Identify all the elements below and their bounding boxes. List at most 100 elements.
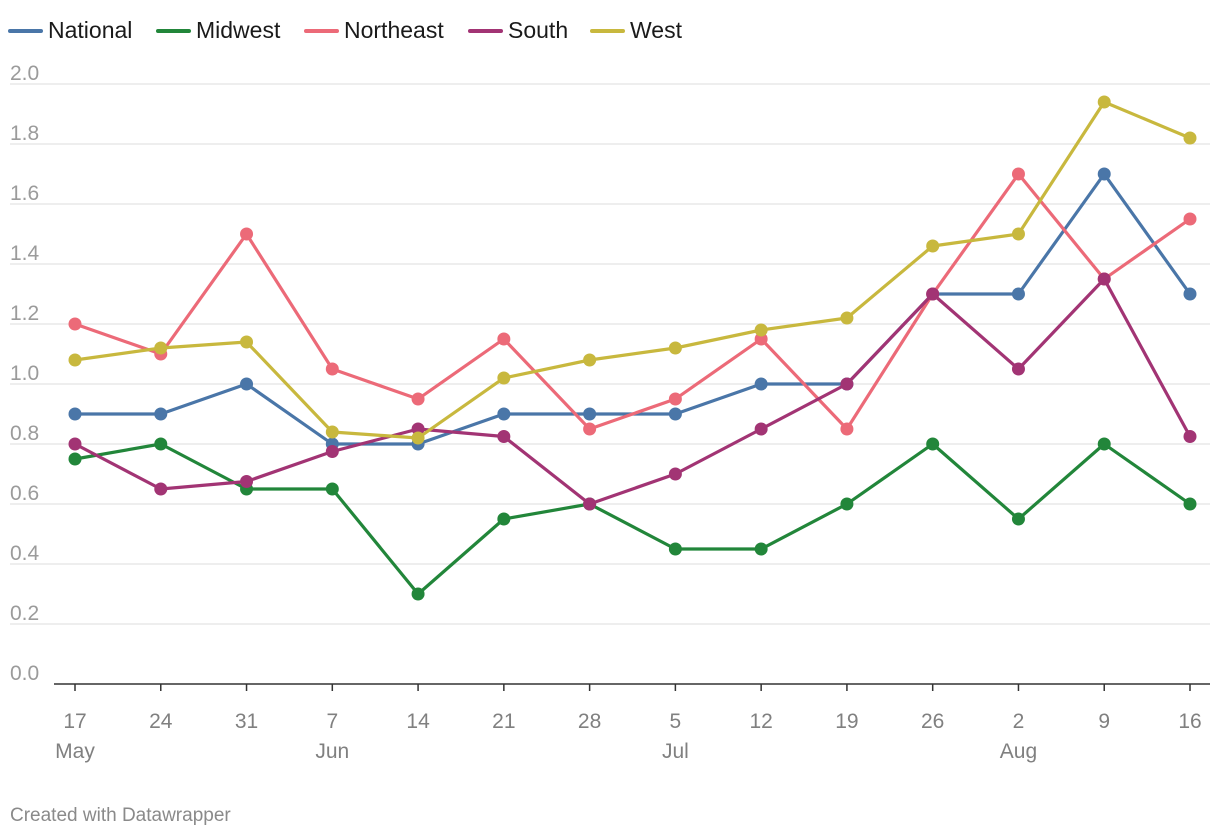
data-point-national	[1097, 167, 1111, 181]
data-point-national	[754, 377, 768, 391]
data-point-national	[1011, 287, 1025, 301]
x-tick-label: 2	[1013, 710, 1025, 733]
data-point-national	[68, 407, 82, 421]
data-point-midwest	[68, 452, 82, 466]
data-point-northeast	[840, 422, 854, 436]
y-tick-label: 0.4	[10, 542, 40, 565]
x-tick-label: 21	[492, 710, 515, 733]
series-line-national	[73, 172, 1192, 446]
y-tick-label: 0.8	[10, 422, 39, 445]
y-tick-label: 2.0	[10, 62, 39, 85]
legend-item-northeast: Northeast	[304, 17, 444, 43]
legend-item-south: South	[468, 17, 568, 43]
data-point-west	[1097, 95, 1111, 109]
legend: National Midwest Northeast South West	[8, 17, 683, 43]
data-point-national	[583, 407, 597, 421]
x-month-label: May	[55, 740, 95, 763]
legend-label-northeast: Northeast	[344, 17, 444, 43]
data-point-west	[240, 335, 254, 349]
legend-item-west: West	[590, 17, 683, 43]
legend-item-national: National	[8, 17, 132, 43]
data-point-midwest	[926, 437, 940, 451]
data-point-midwest	[1183, 497, 1197, 511]
data-point-national	[497, 407, 511, 421]
data-point-midwest	[497, 512, 511, 526]
data-point-south	[154, 482, 168, 496]
legend-label-national: National	[48, 17, 132, 43]
data-point-northeast	[497, 332, 511, 346]
credit-text: Created with Datawrapper	[10, 805, 231, 826]
series-lines	[68, 95, 1197, 601]
y-tick-label: 1.8	[10, 122, 39, 145]
series-northeast	[68, 167, 1197, 436]
data-point-northeast	[411, 392, 425, 406]
data-point-northeast	[668, 392, 682, 406]
x-month-label: Jun	[315, 740, 349, 763]
data-point-south	[1097, 272, 1111, 286]
data-point-south	[497, 430, 511, 443]
data-point-south	[840, 377, 854, 391]
data-point-south	[1183, 430, 1197, 443]
series-west	[68, 95, 1197, 445]
data-point-national	[240, 377, 254, 391]
series-line-midwest	[73, 442, 1192, 596]
y-tick-label: 0.0	[10, 662, 39, 685]
data-point-west	[1183, 131, 1197, 145]
series-midwest	[68, 437, 1197, 601]
gridlines	[10, 83, 1210, 625]
series-south	[68, 272, 1197, 511]
x-tick-label: 14	[406, 710, 430, 733]
x-month-label: Jul	[662, 740, 689, 763]
x-tick-label: 24	[149, 710, 173, 733]
data-point-midwest	[840, 497, 854, 511]
data-point-west	[926, 239, 940, 253]
y-axis: 0.0 0.2 0.4 0.6 0.8 1.0 1.2 1.4 1.6 1.8 2.0	[10, 62, 40, 685]
data-point-midwest	[325, 482, 339, 496]
y-tick-label: 1.6	[10, 182, 39, 205]
data-point-west	[68, 353, 82, 367]
data-point-west	[668, 341, 682, 355]
legend-label-south: South	[508, 17, 568, 43]
x-tick-label: 16	[1178, 710, 1201, 733]
data-point-northeast	[1011, 167, 1025, 181]
data-point-west	[583, 353, 597, 367]
x-tick-label: 9	[1098, 710, 1110, 733]
x-tick-label: 7	[326, 710, 338, 733]
legend-item-midwest: Midwest	[156, 17, 281, 43]
x-tick-label: 19	[835, 710, 858, 733]
data-point-west	[840, 311, 854, 325]
x-tick-label: 31	[235, 710, 258, 733]
data-point-midwest	[411, 587, 425, 601]
data-point-south	[411, 422, 425, 436]
data-point-national	[1183, 287, 1197, 301]
data-point-midwest	[754, 542, 768, 556]
x-tick-label: 17	[63, 710, 86, 733]
data-point-south	[68, 437, 82, 451]
data-point-northeast	[68, 317, 82, 331]
data-point-national	[154, 407, 168, 421]
data-point-midwest	[1097, 437, 1111, 451]
series-national	[68, 167, 1197, 451]
data-point-midwest	[154, 437, 168, 451]
y-tick-label: 1.2	[10, 302, 39, 325]
data-point-south	[926, 287, 940, 301]
y-tick-label: 0.6	[10, 482, 39, 505]
legend-label-midwest: Midwest	[196, 17, 281, 43]
data-point-northeast	[754, 332, 768, 346]
data-point-south	[240, 475, 254, 488]
data-point-northeast	[240, 227, 254, 241]
data-point-northeast	[325, 362, 339, 376]
data-point-midwest	[668, 542, 682, 556]
data-point-west	[497, 371, 511, 385]
data-point-south	[754, 422, 768, 436]
x-month-label: Aug	[1000, 740, 1037, 763]
x-tick-label: 5	[670, 710, 682, 733]
data-point-west	[154, 341, 168, 355]
data-point-south	[668, 467, 682, 481]
series-line-northeast	[73, 172, 1192, 431]
x-axis: 17 May 24 31 7 Jun 14 21 28 5 Jul 12 19 26 2 Aug 9 16	[54, 683, 1210, 763]
x-tick-label: 28	[578, 710, 601, 733]
data-point-northeast	[583, 422, 597, 436]
x-tick-label: 26	[921, 710, 944, 733]
